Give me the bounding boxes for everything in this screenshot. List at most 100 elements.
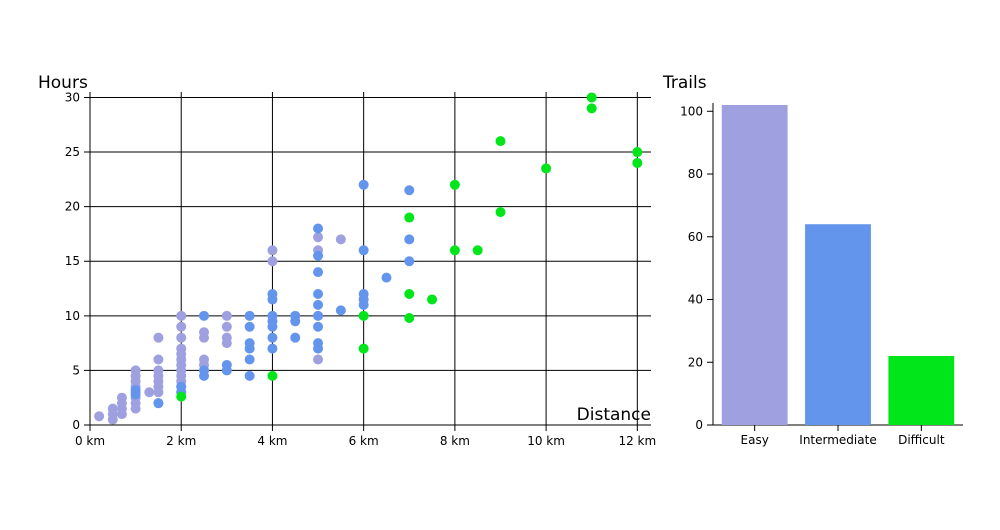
scatter-point — [358, 343, 369, 354]
scatter-point — [404, 212, 415, 223]
scatter-point — [381, 272, 392, 283]
bar-bars — [721, 105, 955, 425]
scatter-x-tick-label: 0 km — [75, 434, 105, 448]
bar-y-tick-label: 40 — [688, 293, 703, 307]
scatter-point — [176, 310, 187, 321]
scatter-point — [267, 245, 278, 256]
scatter-point — [449, 179, 460, 190]
scatter-point — [495, 207, 506, 218]
scatter-y-tick-label: 30 — [65, 90, 80, 104]
scatter-y-tick-label: 5 — [72, 363, 80, 377]
scatter-point — [313, 299, 324, 310]
scatter-point — [335, 234, 346, 245]
scatter-point — [221, 321, 232, 332]
bar-category-label: Difficult — [898, 433, 945, 447]
scatter-point — [244, 370, 255, 381]
scatter-point — [290, 332, 301, 343]
scatter-y-tick-label: 15 — [65, 254, 80, 268]
scatter-point — [335, 305, 346, 316]
scatter-point — [404, 288, 415, 299]
scatter-point — [586, 92, 597, 103]
scatter-x-axis-title: Distance — [577, 405, 651, 425]
scatter-point — [313, 288, 324, 299]
scatter-x-tick-label: 4 km — [257, 434, 287, 448]
scatter-grid — [84, 92, 651, 431]
scatter-point — [176, 381, 187, 392]
scatter-point — [144, 387, 155, 398]
scatter-point — [358, 288, 369, 299]
scatter-point — [541, 163, 552, 174]
scatter-point — [267, 288, 278, 299]
scatter-point — [404, 256, 415, 267]
scatter-point — [221, 332, 232, 343]
scatter-point — [107, 403, 118, 414]
scatter-y-tick-label: 0 — [72, 418, 80, 432]
scatter-point — [313, 232, 324, 243]
scatter-x-axis: 0 km 2 km 4 km 6 km 8 km 10 km 12 km — [75, 434, 656, 448]
bar-intermediate — [805, 224, 871, 425]
scatter-x-tick-label: 10 km — [527, 434, 565, 448]
scatter-point — [244, 310, 255, 321]
bar-y-tick-label: 80 — [688, 167, 703, 181]
scatter-point — [358, 310, 369, 321]
bar-y-tick-label: 0 — [695, 418, 703, 432]
scatter-point — [313, 310, 324, 321]
scatter-point — [313, 267, 324, 278]
scatter-y-tick-label: 10 — [65, 309, 80, 323]
scatter-point — [221, 359, 232, 370]
scatter-x-tick-label: 12 km — [618, 434, 656, 448]
scatter-y-axis-title: Hours — [38, 73, 88, 93]
scatter-point — [153, 365, 164, 376]
scatter-point — [199, 365, 210, 376]
scatter-point — [267, 256, 278, 267]
scatter-point — [176, 343, 187, 354]
scatter-point — [176, 391, 187, 402]
scatter-point — [94, 411, 105, 422]
scatter-point — [176, 321, 187, 332]
bar-y-tick-label: 100 — [680, 104, 703, 118]
scatter-x-tick-label: 6 km — [349, 434, 379, 448]
bar-y-tick-label: 20 — [688, 355, 703, 369]
bar-category-label: Intermediate — [799, 433, 876, 447]
scatter-x-tick-label: 2 km — [166, 434, 196, 448]
scatter-point — [404, 185, 415, 196]
bar-difficult — [888, 355, 955, 425]
scatter-point — [199, 310, 210, 321]
scatter-point — [176, 332, 187, 343]
scatter-point — [153, 354, 164, 365]
bar-y-tick-label: 60 — [688, 230, 703, 244]
scatter-point — [586, 103, 597, 114]
scatter-point — [153, 398, 164, 409]
scatter-point — [404, 234, 415, 245]
scatter-point — [313, 321, 324, 332]
scatter-point — [267, 343, 278, 354]
scatter-point — [267, 310, 278, 321]
scatter-point — [404, 313, 415, 324]
scatter-point — [130, 385, 141, 396]
scatter-point — [116, 392, 127, 403]
scatter-point — [313, 223, 324, 234]
scatter-point — [313, 250, 324, 261]
scatter-point — [290, 310, 301, 321]
scatter-points — [94, 92, 643, 425]
bar-axes: 0 20 40 60 80 100 Easy Intermediate Difficult — [680, 103, 963, 447]
scatter-point — [313, 354, 324, 365]
scatter-point — [495, 136, 506, 147]
scatter-point — [358, 245, 369, 256]
scatter-point — [267, 332, 278, 343]
scatter-point — [244, 354, 255, 365]
scatter-y-axis: 0 5 10 15 20 25 30 — [65, 90, 80, 432]
scatter-point — [427, 294, 438, 305]
scatter-point — [449, 245, 460, 256]
scatter-chart: 0 km 2 km 4 km 6 km 8 km 10 km 12 km 0 5 10 15 20 2… — [38, 73, 656, 448]
scatter-x-tick-label: 8 km — [440, 434, 470, 448]
scatter-point — [221, 310, 232, 321]
scatter-point — [244, 338, 255, 349]
scatter-point — [632, 147, 643, 158]
scatter-point — [313, 338, 324, 349]
scatter-point — [472, 245, 483, 256]
scatter-point — [267, 370, 278, 381]
scatter-point — [358, 179, 369, 190]
scatter-point — [632, 157, 643, 168]
